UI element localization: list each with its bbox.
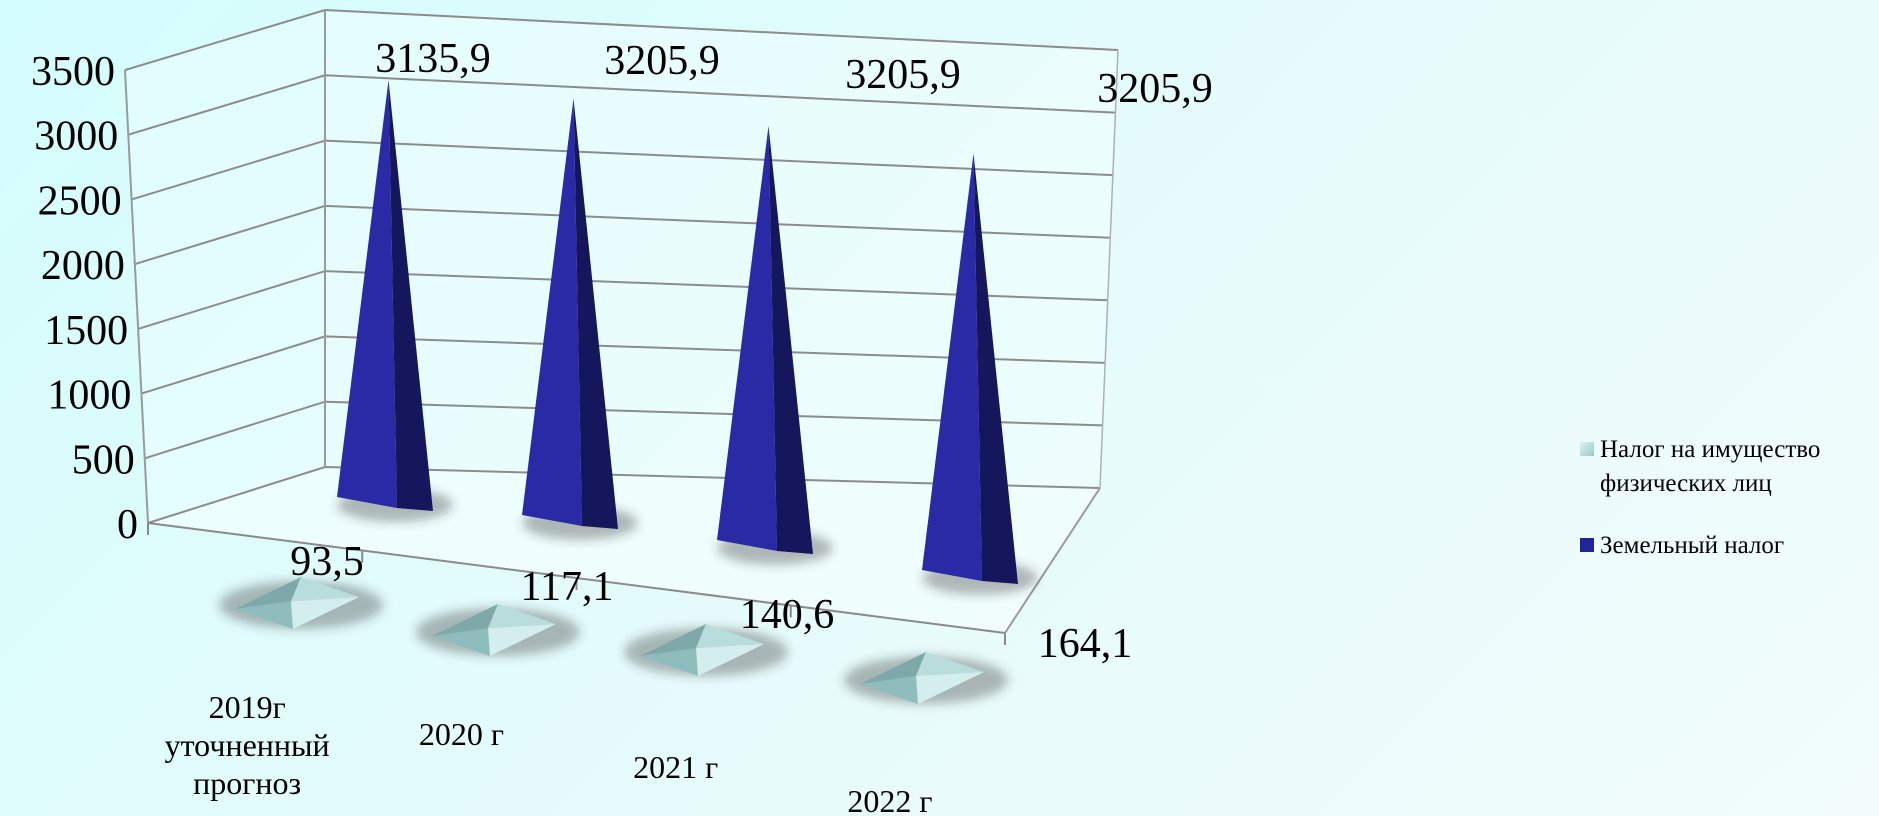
data-label-zemelny: 3135,9 (375, 36, 491, 82)
data-label-zemelny: 3205,9 (845, 52, 961, 98)
y-tick-label: 1000 (47, 373, 131, 419)
data-label-imushchestvo: 140,6 (740, 592, 835, 638)
legend-label: физических лиц (1600, 470, 1772, 497)
side-wall (125, 10, 325, 523)
data-label-imushchestvo: 93,5 (290, 539, 364, 585)
legend-swatch (1580, 538, 1594, 552)
y-tick-label: 500 (72, 437, 135, 483)
data-label-imushchestvo: 117,1 (521, 564, 614, 610)
legend-swatch (1580, 442, 1594, 456)
y-tick-label: 2500 (38, 178, 122, 224)
data-label-zemelny: 3205,9 (604, 38, 720, 84)
y-tick-label: 0 (117, 502, 138, 548)
data-label-imushchestvo: 164,1 (1038, 621, 1133, 667)
x-category-label: прогноз (193, 765, 301, 801)
legend-label: Земельный налог (1600, 532, 1784, 559)
x-category-label: 2022 г (847, 783, 932, 816)
y-tick-label: 3500 (31, 49, 115, 95)
y-tick-label: 1500 (44, 308, 128, 354)
data-label-zemelny: 3205,9 (1097, 66, 1213, 112)
x-category-label: 2020 г (419, 716, 504, 752)
x-category-label: 2021 г (633, 749, 718, 785)
legend-label: Налог на имущество (1600, 436, 1820, 463)
y-tick-label: 2000 (41, 243, 125, 289)
y-tick-label: 3000 (34, 114, 118, 160)
y-axis-ticks: 0 500 1000 1500 2000 2500 3000 3500 (31, 49, 138, 548)
x-category-label: 2019г (209, 689, 286, 725)
x-category-label: уточненный (165, 727, 330, 763)
teal-pyramid (416, 604, 580, 656)
teal-pyramid (844, 652, 1008, 704)
legend: Налог на имущество физических лиц Земельны… (1580, 436, 1820, 559)
